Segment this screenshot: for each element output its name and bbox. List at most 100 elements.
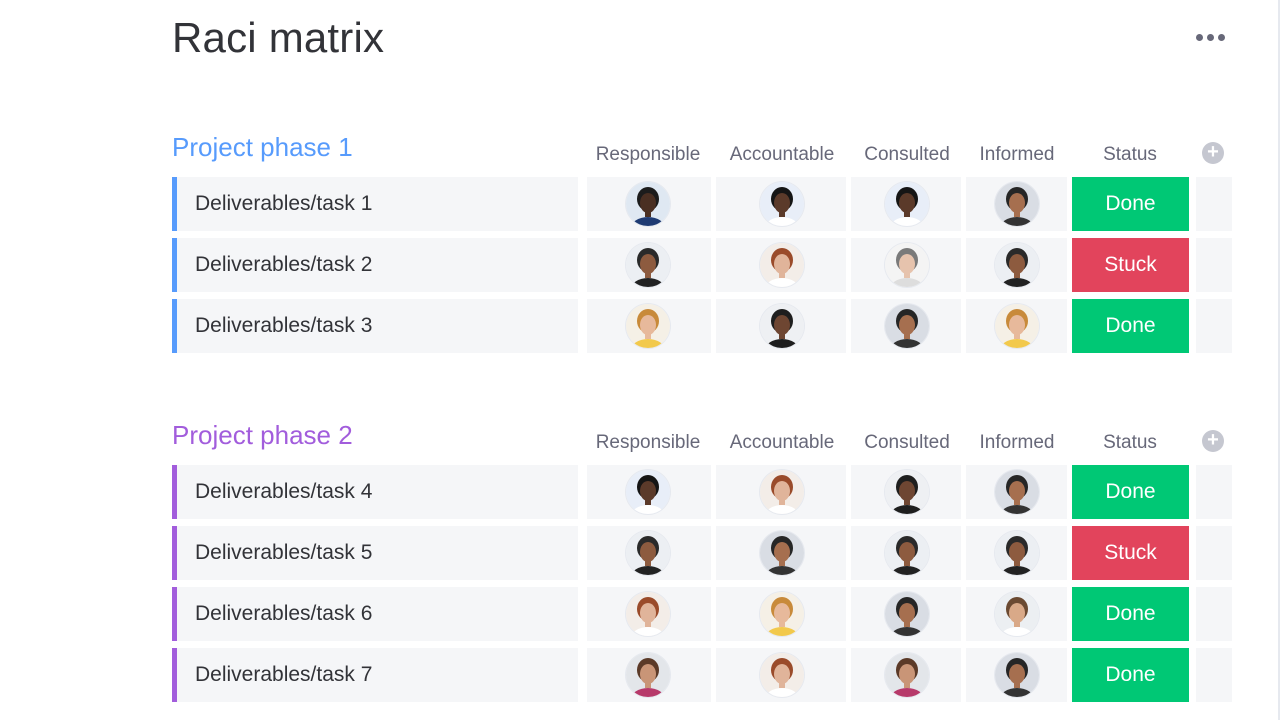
task-cell[interactable]: Deliverables/task 6 [172, 587, 578, 641]
task-name[interactable]: Deliverables/task 6 [195, 602, 373, 625]
person-cell-consulted[interactable] [851, 587, 961, 641]
task-cell[interactable]: Deliverables/task 1 [172, 177, 578, 231]
person-cell-consulted[interactable] [851, 526, 961, 580]
table-row[interactable]: Deliverables/task 4 Done [172, 465, 1232, 519]
person-cell-accountable[interactable] [716, 465, 846, 519]
table-row[interactable]: Deliverables/task 6 Done [172, 587, 1232, 641]
column-header-accountable[interactable]: Accountable [729, 144, 835, 165]
person-cell-informed[interactable] [966, 648, 1067, 702]
avatar[interactable] [760, 470, 804, 514]
person-cell-informed[interactable] [966, 465, 1067, 519]
add-column-plus-circle-icon[interactable]: + [1202, 142, 1224, 164]
status-badge[interactable]: Done [1072, 177, 1189, 231]
status-badge[interactable]: Stuck [1072, 526, 1189, 580]
person-cell-responsible[interactable] [587, 299, 711, 353]
avatar[interactable] [760, 653, 804, 697]
person-cell-responsible[interactable] [587, 177, 711, 231]
avatar[interactable] [995, 531, 1039, 575]
person-cell-accountable[interactable] [716, 238, 846, 292]
person-cell-responsible[interactable] [587, 648, 711, 702]
avatar[interactable] [885, 470, 929, 514]
person-cell-consulted[interactable] [851, 177, 961, 231]
person-cell-informed[interactable] [966, 238, 1067, 292]
person-cell-accountable[interactable] [716, 526, 846, 580]
task-cell[interactable]: Deliverables/task 2 [172, 238, 578, 292]
avatar[interactable] [760, 182, 804, 226]
task-name[interactable]: Deliverables/task 7 [195, 663, 373, 686]
table-row[interactable]: Deliverables/task 3 Done [172, 299, 1232, 353]
person-cell-consulted[interactable] [851, 238, 961, 292]
column-header-status[interactable]: Status [1103, 432, 1157, 453]
avatar[interactable] [885, 182, 929, 226]
avatar[interactable] [995, 243, 1039, 287]
avatar[interactable] [760, 531, 804, 575]
status-badge[interactable]: Done [1072, 465, 1189, 519]
avatar[interactable] [995, 592, 1039, 636]
column-header-responsible[interactable]: Responsible [595, 144, 701, 165]
person-cell-informed[interactable] [966, 526, 1067, 580]
avatar[interactable] [885, 531, 929, 575]
add-column-plus-circle-icon[interactable]: + [1202, 430, 1224, 452]
table-row[interactable]: Deliverables/task 5 Stuck [172, 526, 1232, 580]
more-options-icon[interactable] [1196, 30, 1232, 44]
table-row[interactable]: Deliverables/task 1 Done [172, 177, 1232, 231]
avatar[interactable] [885, 304, 929, 348]
avatar[interactable] [885, 243, 929, 287]
person-cell-accountable[interactable] [716, 299, 846, 353]
task-name[interactable]: Deliverables/task 2 [195, 253, 373, 276]
avatar[interactable] [626, 470, 670, 514]
avatar[interactable] [885, 592, 929, 636]
person-cell-informed[interactable] [966, 587, 1067, 641]
avatar[interactable] [626, 592, 670, 636]
column-header-informed[interactable]: Informed [979, 432, 1055, 453]
table-row[interactable]: Deliverables/task 7 Done [172, 648, 1232, 702]
avatar[interactable] [995, 653, 1039, 697]
task-cell[interactable]: Deliverables/task 5 [172, 526, 578, 580]
person-cell-responsible[interactable] [587, 587, 711, 641]
group-title[interactable]: Project phase 2 [172, 420, 353, 450]
avatar[interactable] [995, 470, 1039, 514]
column-header-accountable[interactable]: Accountable [729, 432, 835, 453]
column-header-consulted[interactable]: Consulted [864, 432, 950, 453]
avatar[interactable] [760, 592, 804, 636]
task-name[interactable]: Deliverables/task 4 [195, 480, 373, 503]
column-header-consulted[interactable]: Consulted [864, 144, 950, 165]
avatar[interactable] [760, 243, 804, 287]
person-cell-consulted[interactable] [851, 299, 961, 353]
task-cell[interactable]: Deliverables/task 7 [172, 648, 578, 702]
avatar[interactable] [626, 531, 670, 575]
person-cell-accountable[interactable] [716, 587, 846, 641]
status-badge[interactable]: Done [1072, 587, 1189, 641]
avatar[interactable] [760, 304, 804, 348]
task-name[interactable]: Deliverables/task 5 [195, 541, 373, 564]
person-cell-accountable[interactable] [716, 648, 846, 702]
person-cell-responsible[interactable] [587, 526, 711, 580]
person-cell-consulted[interactable] [851, 465, 961, 519]
column-header-informed[interactable]: Informed [979, 144, 1055, 165]
avatar[interactable] [995, 304, 1039, 348]
group-title[interactable]: Project phase 1 [172, 132, 353, 162]
task-name[interactable]: Deliverables/task 1 [195, 192, 373, 215]
task-name[interactable]: Deliverables/task 3 [195, 314, 373, 337]
avatar[interactable] [626, 243, 670, 287]
status-badge[interactable]: Stuck [1072, 238, 1189, 292]
status-badge[interactable]: Done [1072, 648, 1189, 702]
person-cell-informed[interactable] [966, 177, 1067, 231]
avatar[interactable] [995, 182, 1039, 226]
avatar[interactable] [626, 182, 670, 226]
empty-cell [1196, 238, 1232, 292]
status-badge[interactable]: Done [1072, 299, 1189, 353]
person-cell-informed[interactable] [966, 299, 1067, 353]
person-cell-accountable[interactable] [716, 177, 846, 231]
person-cell-responsible[interactable] [587, 465, 711, 519]
avatar[interactable] [626, 304, 670, 348]
person-cell-responsible[interactable] [587, 238, 711, 292]
table-row[interactable]: Deliverables/task 2 Stuck [172, 238, 1232, 292]
task-cell[interactable]: Deliverables/task 4 [172, 465, 578, 519]
avatar[interactable] [885, 653, 929, 697]
avatar[interactable] [626, 653, 670, 697]
column-header-status[interactable]: Status [1103, 144, 1157, 165]
task-cell[interactable]: Deliverables/task 3 [172, 299, 578, 353]
person-cell-consulted[interactable] [851, 648, 961, 702]
column-header-responsible[interactable]: Responsible [595, 432, 701, 453]
